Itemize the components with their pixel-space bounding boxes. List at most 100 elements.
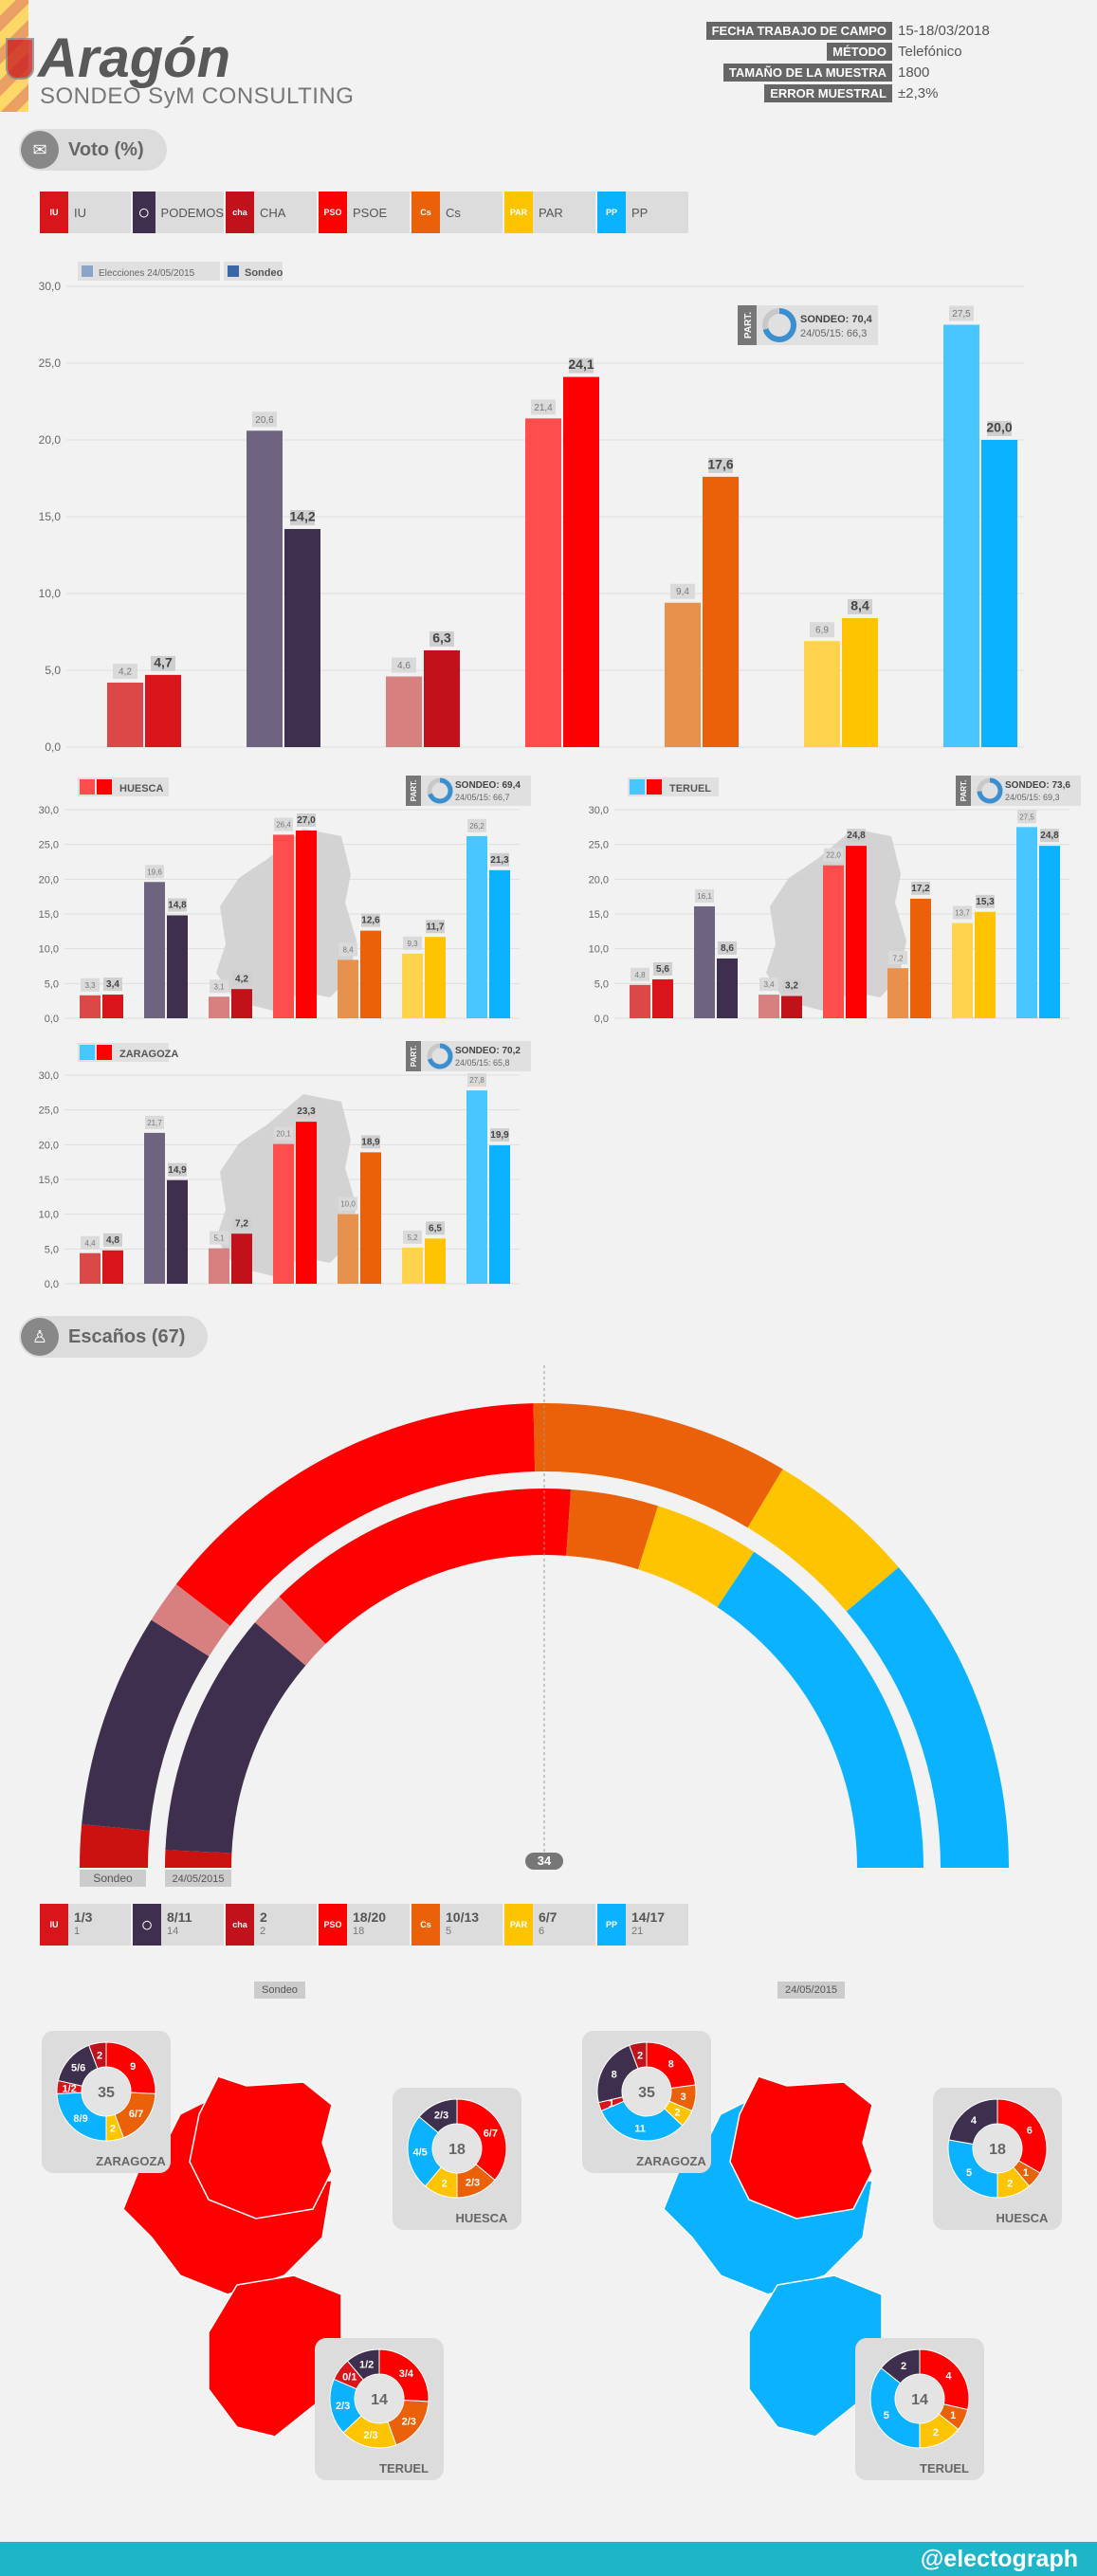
y-tick-label: 30,0	[589, 805, 609, 816]
slice-label: 6/7	[129, 2109, 143, 2120]
seat-chip-pp: PP 14/17 21	[597, 1904, 688, 1946]
participation-ring	[762, 308, 796, 342]
data-label-bg	[670, 583, 695, 599]
data-label: 9,3	[407, 940, 418, 948]
donut-hole	[974, 2125, 1021, 2172]
ballot-icon: ✉	[21, 131, 59, 169]
data-label-bg	[168, 1162, 187, 1177]
slice-label: 2	[901, 2361, 906, 2372]
data-label-bg	[361, 913, 380, 927]
participation-box: PART. SONDEO: 70,4 24/05/15: 66,3	[738, 305, 878, 345]
bar-iu-prev	[630, 984, 650, 1018]
legend-prev-swatch	[82, 265, 93, 277]
slice-label: 2	[674, 2107, 680, 2118]
bar-pp-sondeo	[489, 1145, 510, 1284]
participation-tag-bg	[956, 776, 971, 806]
bar-pp-prev	[1016, 827, 1037, 1018]
y-tick-label: 15,0	[39, 510, 62, 523]
seat-range: 1/3	[74, 1909, 93, 1925]
slice-label: 4/5	[412, 2147, 427, 2158]
region-swatch-now	[97, 1045, 112, 1060]
data-label: 20,0	[986, 420, 1012, 435]
bar-cha-prev	[209, 996, 229, 1018]
participation-bg	[738, 305, 878, 345]
data-label-bg	[987, 421, 1012, 436]
region-swatch-now	[647, 779, 662, 795]
data-label-bg	[953, 905, 972, 920]
prev-arc-cs	[566, 1489, 659, 1570]
data-label-bg	[210, 1231, 229, 1245]
data-label-bg	[531, 399, 556, 415]
slice-label: 4	[945, 2371, 952, 2383]
y-tick-label: 30,0	[39, 805, 59, 816]
region-legend: TERUEL	[628, 777, 719, 796]
slice-cha	[88, 2041, 107, 2070]
data-label-bg	[759, 977, 778, 992]
bar-podemos-sondeo	[284, 528, 320, 747]
y-tick-label: 10,0	[39, 944, 59, 956]
page-subtitle: SONDEO SyM CONSULTING	[40, 83, 355, 109]
majority-badge	[525, 1853, 563, 1870]
chart-legend: Elecciones 24/05/2015 Sondeo	[78, 262, 283, 281]
data-label-bg	[168, 898, 187, 912]
participation-sondeo: SONDEO: 73,6	[1005, 780, 1070, 791]
slice-label: 2/3	[466, 2177, 480, 2188]
data-label-bg	[888, 951, 907, 965]
donut-total: 35	[98, 2085, 115, 2101]
data-label-bg	[1017, 810, 1036, 824]
data-label-bg	[708, 457, 733, 473]
data-label: 12,6	[361, 916, 380, 926]
data-label: 21,7	[147, 1119, 162, 1127]
participation-prev: 24/05/15: 66,7	[455, 793, 510, 802]
donut-hole	[623, 2068, 670, 2115]
donut-hole	[356, 2375, 403, 2422]
slice-label: 2	[1007, 2179, 1013, 2190]
slice-label: 2	[97, 2051, 102, 2062]
slice-label: 11	[634, 2123, 646, 2134]
data-label: 4,7	[154, 654, 173, 669]
participation-ring	[427, 777, 453, 804]
y-tick-label: 20,0	[39, 874, 59, 886]
y-tick-label: 0,0	[45, 740, 61, 754]
region-swatch-prev	[80, 1045, 95, 1060]
data-label-bg	[569, 357, 594, 374]
seat-chip-cha: cha 2 2	[226, 1904, 317, 1946]
data-label: 8,4	[850, 597, 869, 612]
data-label: 16,1	[697, 892, 712, 901]
legend-prev-bg	[78, 262, 220, 281]
y-tick-label: 5,0	[45, 664, 61, 677]
y-tick-label: 0,0	[45, 1014, 59, 1025]
bar-pp-prev	[466, 1090, 487, 1284]
bar-cha-prev	[209, 1248, 229, 1284]
bar-podemos-sondeo	[717, 958, 738, 1018]
participation-box: PART. SONDEO: 69,4 24/05/15: 66,7	[406, 776, 531, 806]
data-label: 3,4	[763, 980, 775, 989]
legend-chip-label: PP	[631, 205, 649, 220]
y-tick-label: 25,0	[39, 840, 59, 851]
data-label-bg	[653, 961, 672, 976]
province-huesca-right	[729, 2075, 873, 2220]
data-label: 3,4	[106, 979, 119, 990]
data-label: 23,3	[297, 1106, 316, 1117]
cha-logo-icon: cha	[226, 192, 254, 233]
legend-chip-label: CHA	[260, 205, 286, 220]
data-label: 4,4	[84, 1239, 96, 1248]
participation-prev: 24/05/15: 65,8	[455, 1058, 510, 1068]
data-label: 26,2	[469, 822, 485, 831]
bar-cha-prev	[759, 995, 779, 1018]
survey-meta: FECHA TRABAJO DE CAMPO 15-18/03/2018 MÉTO…	[705, 21, 1002, 104]
bar-cs-sondeo	[703, 476, 739, 747]
prev-arc-pp	[717, 1551, 923, 1868]
bar-par-prev	[402, 1247, 423, 1284]
data-label-bg	[911, 881, 930, 895]
slice-psoe	[919, 2348, 970, 2411]
seat-prev: 18	[353, 1926, 365, 1937]
participation-sondeo: SONDEO: 70,4	[800, 314, 873, 325]
participation-tag: PART.	[410, 1046, 418, 1068]
seat-chip-values: 6/7 6	[539, 1910, 557, 1939]
participation-tag-bg	[738, 305, 757, 345]
seat-chip-values: 8/11 14	[167, 1910, 192, 1939]
participation-box: PART. SONDEO: 73,6 24/05/15: 69,3	[956, 776, 1081, 806]
legend-chip-podemos: ◯ PODEMOS	[133, 192, 224, 233]
data-label: 20,6	[255, 415, 274, 426]
